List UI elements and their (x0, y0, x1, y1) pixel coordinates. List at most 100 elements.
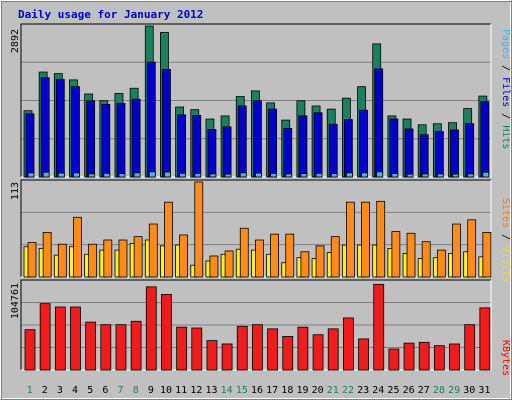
bar-kbytes (282, 335, 294, 371)
day-axis-labels: 1 2 3 4 5 6 7 8 9 10 11 12 13 14 15 16 17 18 19 20 21 22 23 24 2… (27, 385, 491, 396)
bar-pages (27, 172, 35, 178)
bar-kbytes (191, 327, 203, 371)
bar-sites (164, 201, 173, 278)
bar-files (101, 104, 111, 178)
bar-kbytes (388, 348, 400, 371)
bar-files (71, 86, 80, 178)
bar-pages (421, 173, 429, 178)
day-label: 26 (403, 385, 415, 396)
day-label: 9 (148, 385, 154, 396)
chart-title: Daily usage for January 2012 (18, 8, 203, 21)
day-label: 14 (221, 385, 233, 396)
day-label: 21 (327, 385, 339, 396)
bar-pages (224, 173, 232, 178)
bar-sites (118, 239, 128, 278)
bar-files (298, 115, 308, 178)
bar-kbytes (433, 345, 445, 371)
legend-part: KBytes (500, 340, 511, 376)
bar-files (86, 100, 96, 178)
y-max-label-hits: 2892 (10, 29, 21, 53)
legend-part: / (500, 59, 511, 77)
bar-pages (452, 173, 459, 178)
panel-hits-files-pages (20, 23, 492, 178)
bar-pages (467, 173, 475, 178)
day-label: 16 (251, 385, 263, 396)
day-label: 31 (478, 385, 490, 396)
bar-pages (406, 173, 414, 178)
bar-sites (452, 223, 461, 278)
legend-part: Pages (500, 29, 511, 59)
bar-kbytes (403, 342, 415, 371)
panel-visits-sites (20, 179, 492, 278)
bar-pages (88, 173, 96, 178)
bar-files (131, 98, 141, 178)
bar-kbytes (418, 341, 430, 371)
bar-sites (436, 249, 446, 278)
bar-pages (164, 171, 171, 178)
day-label: 1 (27, 385, 33, 396)
bar-sites (27, 242, 37, 278)
legend-part: / (500, 107, 511, 125)
bar-pages (482, 171, 490, 178)
bar-sites (239, 227, 249, 278)
bar-kbytes (24, 329, 36, 371)
bar-sites (133, 236, 143, 278)
bar-kbytes (479, 307, 491, 371)
bar-kbytes (297, 326, 309, 371)
bar-sites (88, 243, 98, 278)
bar-pages (239, 172, 247, 178)
bar-sites (103, 239, 113, 278)
bar-kbytes (373, 283, 385, 371)
legend-part: Files (500, 77, 511, 107)
day-label: 8 (133, 385, 139, 396)
bar-pages (315, 172, 323, 178)
bar-sites (330, 236, 340, 278)
bar-kbytes (145, 286, 157, 371)
bar-pages (255, 172, 262, 178)
day-label: 12 (190, 385, 202, 396)
panel-kbytes (20, 279, 492, 371)
day-label: 2 (42, 385, 48, 396)
bar-files (389, 118, 399, 178)
bar-kbytes (449, 343, 460, 371)
day-label: 25 (387, 385, 399, 396)
bar-sites (57, 243, 67, 278)
day-label: 6 (102, 385, 108, 396)
bar-sites (376, 200, 386, 278)
day-label: 5 (87, 385, 93, 396)
day-label: 3 (57, 385, 63, 396)
bar-kbytes (267, 328, 278, 371)
bar-sites (42, 232, 52, 278)
bar-sites (467, 219, 477, 278)
day-label: 4 (72, 385, 78, 396)
bar-pages (376, 171, 384, 178)
bar-kbytes (236, 325, 248, 371)
bar-pages (330, 173, 338, 178)
bar-files (237, 105, 247, 178)
bar-files (162, 69, 171, 178)
bar-sites (482, 232, 492, 278)
day-label: 13 (205, 385, 217, 396)
y-max-label-visits: 113 (10, 182, 21, 200)
bar-files (419, 134, 429, 178)
legend-part: / (500, 228, 511, 246)
bar-sites (406, 232, 416, 278)
bar-sites (300, 251, 310, 278)
bar-files (313, 112, 323, 178)
bar-pages (345, 172, 353, 178)
bar-sites (179, 234, 189, 278)
bar-kbytes (130, 320, 142, 371)
bar-kbytes (54, 306, 66, 371)
day-label: 30 (463, 385, 475, 396)
bar-files (359, 109, 368, 178)
bar-files (465, 123, 475, 178)
bar-pages (209, 173, 217, 178)
bar-pages (133, 172, 141, 178)
y-max-label-kbytes: 104761 (10, 283, 21, 319)
bar-files (222, 126, 232, 178)
bar-pages (73, 172, 80, 178)
legend-part: Sites (500, 198, 511, 228)
panel-border (20, 23, 491, 177)
day-label: 18 (281, 385, 293, 396)
